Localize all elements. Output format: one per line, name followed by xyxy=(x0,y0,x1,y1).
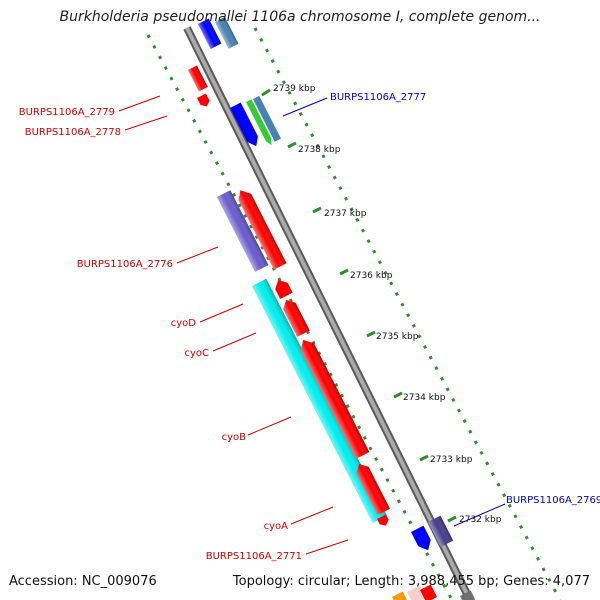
gene-gray-bottom[interactable] xyxy=(460,590,476,600)
gene-blue-2777a[interactable] xyxy=(230,102,262,149)
kbp-tick-marks xyxy=(261,88,457,523)
outer-dotted-track xyxy=(253,27,562,600)
gene-blue-2770[interactable] xyxy=(411,525,434,554)
tick-2735-mark xyxy=(366,330,376,338)
tick-label-2738: 2738 kbp xyxy=(298,145,341,155)
accession-text: Accession: NC_009076 xyxy=(9,574,157,589)
gene-cyod[interactable] xyxy=(272,277,293,300)
gene-label-burps1106a-2777[interactable]: BURPS1106A_2777 xyxy=(330,92,426,103)
tick-2733-mark xyxy=(419,454,429,462)
gene-label-cyoa[interactable]: cyoA xyxy=(264,521,289,532)
gene-orange-bottom[interactable] xyxy=(392,591,408,600)
gene-label-cyob[interactable]: cyoB xyxy=(222,432,247,443)
label-leader-lines xyxy=(118,95,506,555)
tick-label-2734: 2734 kbp xyxy=(403,393,446,403)
gene-steel-2777[interactable] xyxy=(253,95,282,142)
gene-label-burps1106a-2778[interactable]: BURPS1106A_2778 xyxy=(25,127,121,138)
gene-green-2777[interactable] xyxy=(246,99,274,146)
tick-label-2735: 2735 kbp xyxy=(376,332,419,342)
map-title: Burkholderia pseudomallei 1106a chromoso… xyxy=(59,9,541,25)
tick-label-2736: 2736 kbp xyxy=(350,271,393,281)
tick-label-2737: 2737 kbp xyxy=(324,209,367,219)
tick-label-2739: 2739 kbp xyxy=(273,84,316,94)
tick-label-2732: 2732 kbp xyxy=(459,515,502,525)
tick-label-2733: 2733 kbp xyxy=(430,455,473,465)
tick-2737-mark xyxy=(312,206,322,214)
gene-label-burps1106a-2769[interactable]: BURPS1106A_2769 xyxy=(506,495,600,506)
gene-label-burps1106a-2771[interactable]: BURPS1106A_2771 xyxy=(206,551,302,562)
tick-2732-mark xyxy=(447,515,457,523)
gene-label-burps1106a-2779[interactable]: BURPS1106A_2779 xyxy=(19,107,115,118)
gene-label-burps1106a-2776[interactable]: BURPS1106A_2776 xyxy=(77,259,173,270)
tick-2736-mark xyxy=(339,268,349,276)
tick-2739-mark xyxy=(261,88,271,97)
gene-burps1106a-2778[interactable] xyxy=(197,93,211,108)
gene-label-cyoc[interactable]: cyoC xyxy=(184,348,209,359)
gene-red-bottom[interactable] xyxy=(420,584,438,600)
tick-2734-mark xyxy=(393,391,403,399)
genome-summary-text: Topology: circular; Length: 3,988,455 bp… xyxy=(232,574,590,589)
genome-backbone-highlight xyxy=(185,27,472,600)
gene-burps1106a-2771[interactable] xyxy=(377,514,390,527)
gene-features[interactable] xyxy=(188,17,476,600)
tick-2738-mark xyxy=(287,141,297,149)
gene-label-cyod[interactable]: cyoD xyxy=(171,318,197,329)
